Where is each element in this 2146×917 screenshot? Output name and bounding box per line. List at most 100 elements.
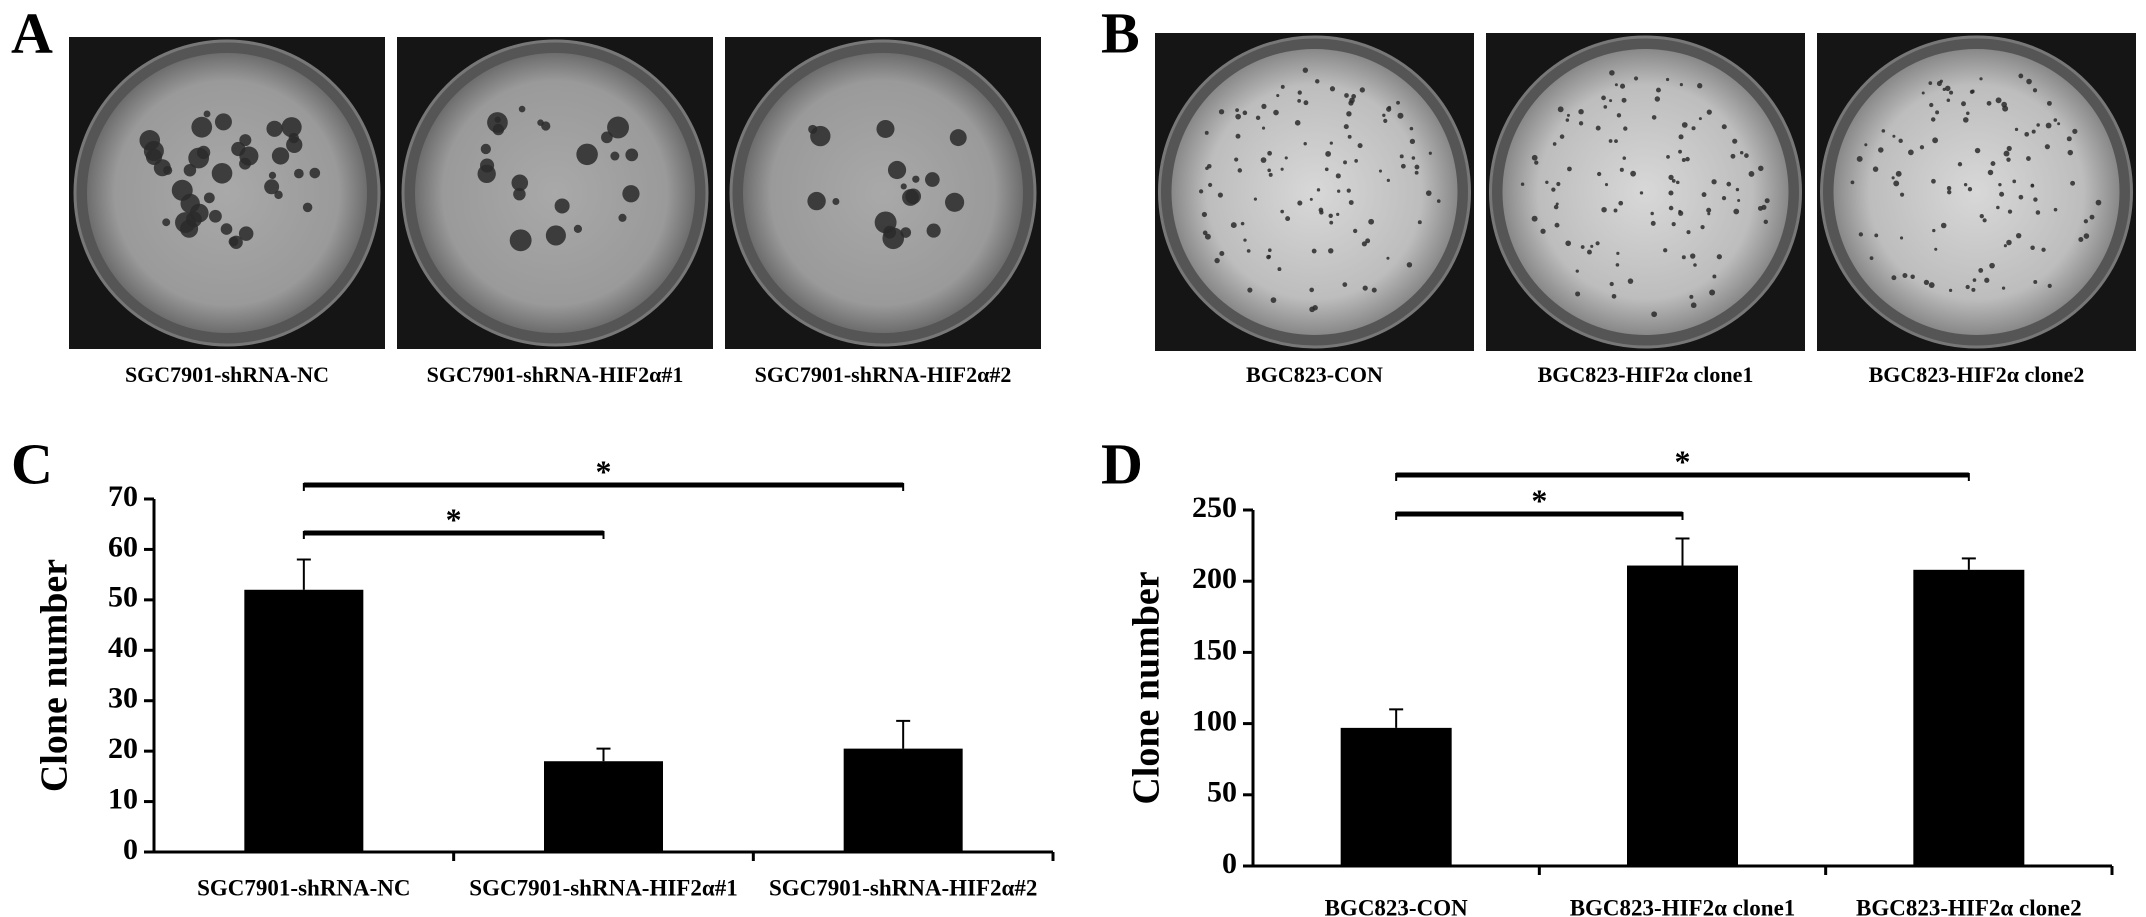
colony [1936, 81, 1942, 87]
colony [1566, 113, 1570, 117]
colony [1619, 167, 1624, 172]
colony [1998, 182, 2002, 187]
colony [1575, 291, 1581, 297]
colony [1668, 205, 1674, 211]
colony [1277, 267, 1282, 272]
colony [2030, 183, 2035, 188]
y-tick-label: 30 [108, 682, 138, 715]
colony [1962, 117, 1969, 123]
colony [239, 134, 252, 147]
colony [1690, 253, 1696, 259]
colony [1411, 156, 1416, 160]
colony [264, 179, 280, 195]
significance-label: * [1531, 482, 1547, 518]
colony [1325, 151, 1331, 157]
colony [1315, 79, 1320, 84]
colony [1302, 67, 1309, 73]
colony [1551, 187, 1556, 192]
colony [1371, 287, 1377, 293]
colony [1651, 311, 1658, 318]
colony [1929, 102, 1934, 108]
x-tick-label: SGC7901-shRNA-HIF2α#1 [469, 875, 737, 900]
colony [2026, 156, 2031, 161]
y-tick-label: 200 [1192, 562, 1237, 595]
colony [1237, 168, 1243, 173]
colony [1396, 100, 1400, 105]
colony [1347, 134, 1352, 139]
colony [1966, 111, 1970, 116]
colony [1609, 70, 1615, 76]
dish [1171, 49, 1458, 335]
y-tick-label: 70 [108, 480, 138, 513]
colony [1627, 278, 1634, 284]
colony [1651, 115, 1657, 120]
colony [1616, 113, 1622, 118]
colony [238, 226, 254, 241]
colony [1324, 167, 1329, 172]
colony [541, 121, 551, 131]
colony [2083, 233, 2090, 239]
y-tick-label: 10 [108, 782, 138, 815]
colony [1297, 90, 1302, 95]
colony [1930, 117, 1936, 122]
colony [203, 110, 211, 118]
colony [1234, 157, 1239, 162]
y-tick-label: 60 [108, 530, 138, 563]
colony [1996, 205, 2000, 210]
error-bar [1961, 557, 1976, 570]
colony [1928, 282, 1935, 288]
colony [1243, 238, 1247, 242]
colony [2095, 199, 2102, 206]
colony [1706, 109, 1712, 115]
x-tick-label: SGC7901-shRNA-NC [197, 875, 410, 900]
colony [1609, 99, 1613, 103]
colony [1284, 156, 1288, 160]
colony [1899, 192, 1905, 197]
colony [1686, 230, 1691, 235]
colony [2001, 101, 2007, 108]
colony [1273, 109, 1279, 116]
error-bar [296, 558, 311, 590]
colony [1297, 99, 1301, 103]
colony [1601, 95, 1606, 101]
colony [203, 192, 215, 204]
colony [1559, 134, 1565, 139]
colony [2006, 239, 2012, 246]
colony [1732, 138, 1738, 144]
colony [281, 117, 302, 138]
colony [1329, 220, 1334, 225]
colony [1630, 170, 1637, 177]
colony [1974, 147, 1981, 154]
x-tick-label: BGC823-HIF2α clone1 [1570, 895, 1796, 917]
colony [1681, 157, 1686, 162]
colony [1946, 98, 1951, 102]
photo-caption: SGC7901-shRNA-HIF2α#2 [755, 362, 1012, 387]
panel-label: A [11, 0, 53, 65]
bar [1913, 569, 2025, 866]
y-tick-label: 100 [1192, 704, 1237, 737]
colony [601, 131, 613, 144]
colony [1204, 130, 1209, 135]
colony [1557, 106, 1564, 113]
colony [576, 143, 598, 166]
dish [1502, 49, 1789, 335]
colony [2033, 279, 2038, 284]
colony [949, 129, 967, 147]
colony [1967, 187, 1973, 192]
colony [1268, 172, 1273, 177]
colony [228, 236, 239, 247]
colony [1261, 103, 1267, 109]
colony [1253, 197, 1257, 201]
colony [1580, 245, 1585, 249]
colony [2018, 194, 2024, 200]
colony [1587, 249, 1592, 255]
colony [1417, 220, 1422, 225]
colony [288, 132, 299, 144]
dish [415, 53, 695, 333]
colony [2033, 197, 2038, 202]
significance-label: * [446, 501, 462, 537]
colony [2006, 145, 2012, 152]
colony [1650, 211, 1654, 216]
colony [1294, 120, 1301, 126]
colony [1892, 134, 1896, 138]
